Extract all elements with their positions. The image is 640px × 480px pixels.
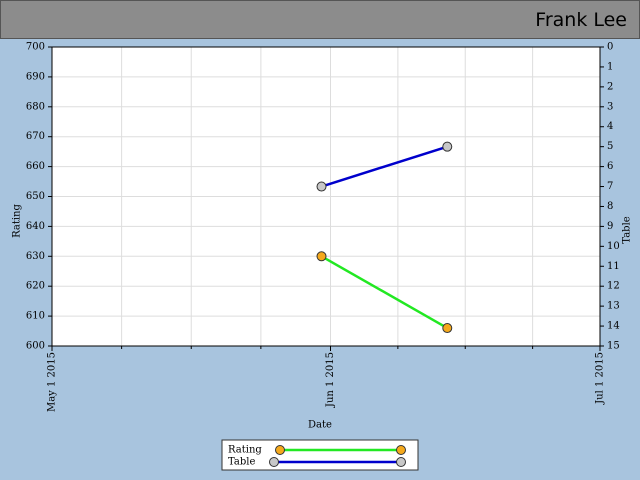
y2-tick-label: 3 [607, 101, 613, 112]
y-tick-label: 690 [26, 71, 45, 82]
data-point [316, 181, 327, 192]
legend-marker [396, 445, 406, 455]
y2-tick-label: 12 [607, 281, 620, 292]
y-tick-label: 670 [26, 131, 45, 142]
legend-marker [275, 445, 285, 455]
legend [221, 439, 419, 471]
x-tick-label: Jun 1 2015 [325, 352, 336, 408]
y2-tick-label: 0 [607, 42, 613, 53]
y2-tick-label: 9 [607, 221, 613, 232]
plot-frame [51, 46, 601, 347]
legend-marker [396, 457, 406, 467]
y-tick-label: 660 [26, 161, 45, 172]
user-name: Frank Lee [535, 9, 627, 31]
y2-tick-label: 8 [607, 201, 613, 212]
y2-tick-label: 4 [607, 121, 613, 132]
header-bar: Frank Lee [0, 0, 640, 39]
legend-label: Table [228, 457, 255, 468]
y-tick-label: 600 [26, 341, 45, 352]
y2-axis-label: Table [622, 216, 633, 243]
data-point [316, 251, 327, 262]
x-tick-label: Jul 1 2015 [595, 352, 606, 405]
y-tick-label: 650 [26, 191, 45, 202]
y2-tick-label: 6 [607, 161, 613, 172]
y-tick-label: 680 [26, 101, 45, 112]
y-tick-label: 630 [26, 251, 45, 262]
y-axis-label: Rating [12, 204, 23, 238]
y2-tick-label: 14 [607, 321, 620, 332]
y-tick-label: 700 [26, 42, 45, 53]
y2-tick-label: 7 [607, 181, 613, 192]
y-tick-label: 620 [26, 281, 45, 292]
y2-tick-label: 2 [607, 81, 613, 92]
y-tick-label: 640 [26, 221, 45, 232]
data-point [442, 141, 453, 152]
legend-label: Rating [228, 445, 262, 456]
series-line [320, 255, 448, 330]
legend-marker [269, 457, 279, 467]
series-line [321, 145, 448, 188]
y2-tick-label: 1 [607, 61, 613, 72]
x-tick-label: May 1 2015 [47, 352, 58, 412]
y2-tick-label: 13 [607, 301, 620, 312]
x-axis-label: Date [308, 420, 332, 431]
y2-tick-label: 15 [607, 341, 620, 352]
y2-tick-label: 11 [607, 261, 620, 272]
y2-tick-label: 10 [607, 241, 620, 252]
y-tick-label: 610 [26, 311, 45, 322]
y2-tick-label: 5 [607, 141, 613, 152]
data-point [442, 323, 453, 334]
